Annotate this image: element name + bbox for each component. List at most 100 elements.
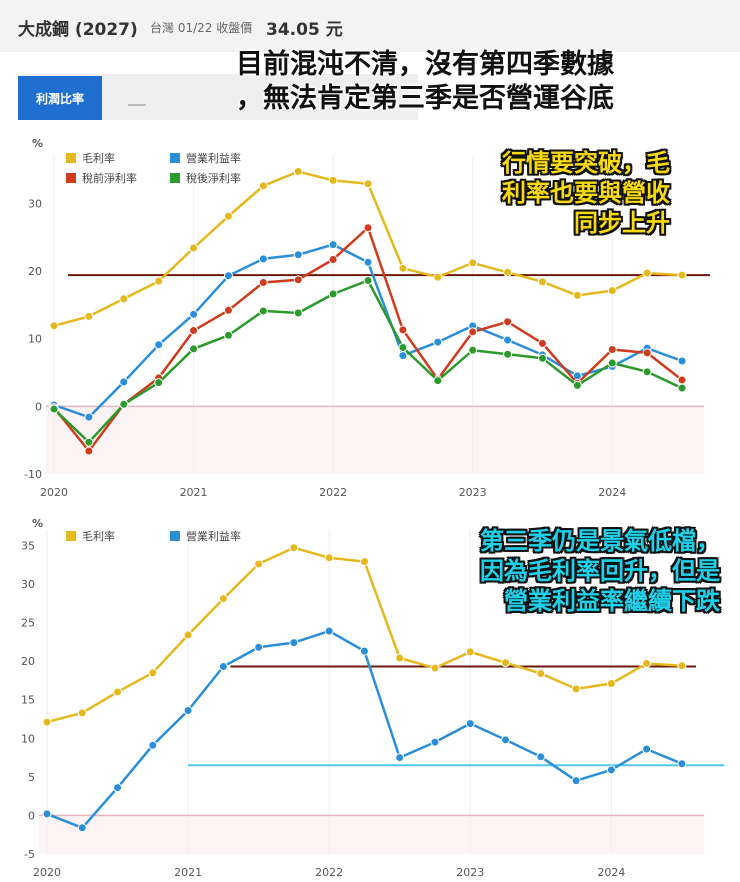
data-point (430, 663, 440, 673)
data-point (183, 706, 193, 716)
legend-label: 營業利益率 (186, 529, 241, 543)
y-tick-label: 30 (21, 578, 35, 591)
data-point (433, 376, 443, 386)
data-point (359, 557, 369, 567)
data-point (468, 327, 478, 337)
data-point (398, 351, 408, 361)
data-point (293, 167, 303, 177)
data-point (324, 553, 334, 563)
data-point (607, 345, 617, 355)
data-point (677, 375, 687, 385)
y-unit-label: % (32, 517, 43, 530)
data-point (84, 311, 94, 321)
legend-swatch (170, 173, 180, 183)
data-point (607, 358, 617, 368)
annotation-cyan-line-3: 營業利益率繼續下跌 (504, 587, 720, 615)
data-point (503, 317, 513, 327)
y-tick-label: 35 (21, 539, 35, 552)
y-tick-label: 5 (28, 771, 35, 784)
legend-swatch (66, 531, 76, 541)
data-point (218, 594, 228, 604)
profit-ratio-chart-2-series: -5 0 5 10 15 20 25 30 35% 2020 2021 2022 2023 2024 毛利率… (21, 517, 725, 879)
data-point (293, 308, 303, 318)
x-tick-label: 2024 (598, 486, 626, 499)
data-point (254, 642, 264, 652)
tab-profit-ratio[interactable]: 利潤比率 (18, 76, 102, 120)
x-tick-label: 2020 (33, 866, 61, 879)
legend-swatch (170, 531, 180, 541)
data-point (465, 719, 475, 729)
x-tick-label: 2022 (319, 486, 347, 499)
data-point (503, 335, 513, 345)
data-point (363, 179, 373, 189)
data-point (42, 809, 52, 819)
y-tick-label: 0 (28, 809, 35, 822)
annotation-top-line-2: ，無法肯定第三季是否營運谷底 (236, 82, 614, 114)
data-point (328, 255, 338, 265)
data-point (113, 687, 123, 697)
data-point (503, 267, 513, 277)
data-point (501, 735, 511, 745)
x-tick-label: 2021 (180, 486, 208, 499)
legend-label: 營業利益率 (186, 151, 241, 165)
data-point (571, 684, 581, 694)
data-point (293, 250, 303, 260)
y-tick-label: -5 (24, 848, 35, 861)
data-point (642, 658, 652, 668)
annotation-cyan: 第三季仍是景氣低檔， 因為毛利率回升，但是 營業利益率繼續下跌 (380, 526, 720, 616)
data-point (148, 740, 158, 750)
x-tick-label: 2024 (597, 866, 625, 879)
data-point (536, 752, 546, 762)
legend-label: 稅後淨利率 (186, 171, 241, 185)
data-point (84, 412, 94, 422)
data-point (289, 543, 299, 553)
data-point (223, 305, 233, 315)
data-point (677, 356, 687, 366)
data-point (537, 277, 547, 287)
legend-label: 毛利率 (82, 529, 115, 543)
data-point (84, 446, 94, 456)
data-point (258, 278, 268, 288)
annotation-cyan-line-1: 第三季仍是景氣低檔， (480, 527, 720, 555)
data-point (642, 268, 652, 278)
y-tick-label: 30 (28, 197, 42, 210)
data-point (572, 380, 582, 390)
data-point (328, 289, 338, 299)
data-point (677, 383, 687, 393)
data-point (119, 399, 129, 409)
y-tick-label: 10 (28, 333, 42, 346)
data-point (183, 630, 193, 640)
data-point (537, 338, 547, 348)
data-point (289, 638, 299, 648)
data-point (468, 258, 478, 268)
data-point (328, 240, 338, 250)
data-point (113, 783, 123, 793)
data-point (189, 243, 199, 253)
data-point (363, 257, 373, 267)
data-point (571, 776, 581, 786)
legend-label: 稅前淨利率 (82, 171, 137, 185)
data-point (49, 321, 59, 331)
data-point (363, 223, 373, 233)
annotation-top: 目前混沌不清，沒有第四季數據 ，無法肯定第三季是否營運谷底 (160, 48, 690, 116)
data-point (258, 306, 268, 316)
data-point (395, 753, 405, 763)
legend-swatch (66, 153, 76, 163)
data-point (465, 647, 475, 657)
data-point (154, 340, 164, 350)
data-point (223, 211, 233, 221)
data-point (433, 337, 443, 347)
data-point (42, 717, 52, 727)
data-point (572, 290, 582, 300)
data-point (189, 344, 199, 354)
data-point (258, 181, 268, 191)
tab-placeholder[interactable] (128, 104, 146, 106)
y-tick-label: 10 (21, 732, 35, 745)
data-point (468, 345, 478, 355)
data-point (642, 367, 652, 377)
annotation-yellow-line-1: 行情要突破，毛 (502, 149, 670, 177)
annotation-cyan-line-2: 因為毛利率回升，但是 (480, 557, 720, 585)
data-point (359, 646, 369, 656)
negative-band (46, 406, 704, 474)
annotation-top-line-1: 目前混沌不清，沒有第四季數據 (236, 49, 614, 80)
